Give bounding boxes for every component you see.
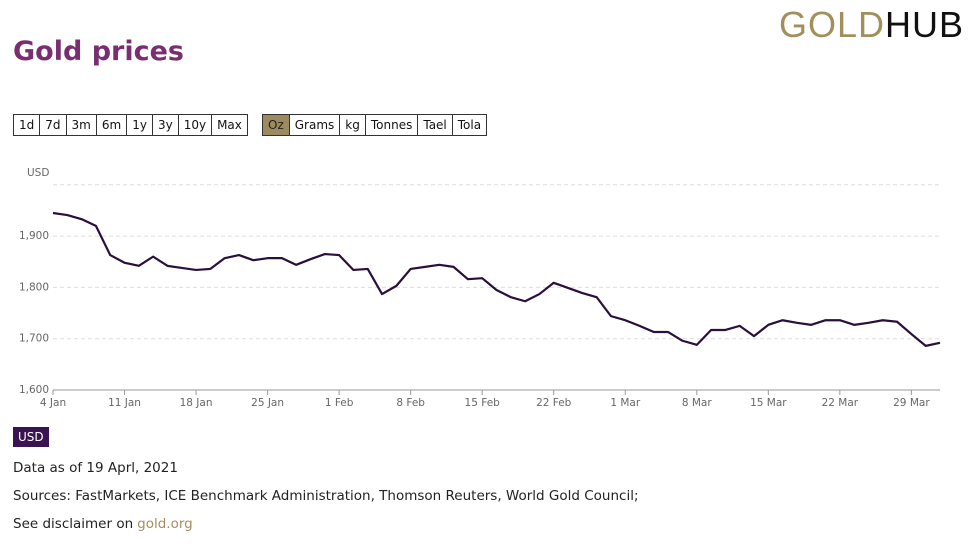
data-date: Data as of 19 Aprl, 2021: [13, 460, 178, 476]
x-tick-label: 1 Feb: [325, 397, 354, 409]
x-tick-label: 22 Feb: [536, 397, 572, 409]
option-button[interactable]: 1y: [126, 114, 153, 136]
x-tick-label: 18 Jan: [180, 397, 213, 409]
option-button[interactable]: Grams: [288, 114, 341, 136]
time-range-buttons: 1d 7d 3m 6m 1y 3y 10y Max: [13, 114, 248, 136]
x-tick-label: 1 Mar: [610, 397, 641, 409]
x-tick-label: 4 Jan: [40, 397, 66, 409]
option-button[interactable]: 3m: [65, 114, 97, 136]
disclaimer: See disclaimer on: [13, 516, 134, 532]
currency-button[interactable]: USD: [13, 427, 49, 447]
logo-gold: GOLD: [778, 4, 885, 45]
option-button[interactable]: kg: [339, 114, 366, 136]
option-button[interactable]: Tonnes: [364, 114, 419, 136]
y-tick-label: 1,600: [19, 384, 49, 396]
y-tick-label: 1,800: [19, 281, 49, 293]
sources: Sources: FastMarkets, ICE Benchmark Admi…: [13, 488, 639, 504]
x-tick-label: 11 Jan: [108, 397, 141, 409]
x-tick-label: 22 Mar: [822, 397, 859, 409]
option-button[interactable]: 1d: [13, 114, 41, 136]
option-button[interactable]: 10y: [177, 114, 213, 136]
y-tick-label: 1,900: [19, 230, 49, 242]
option-button[interactable]: Tael: [417, 114, 453, 136]
x-tick-label: 15 Feb: [465, 397, 501, 409]
disclaimer-line: See disclaimer on gold.org: [13, 516, 193, 532]
option-button[interactable]: 3y: [151, 114, 179, 136]
chart: USD 1,600 1,700 1,800 1,900 4 Jan 11 Jan 18 Jan…: [19, 167, 941, 409]
option-button[interactable]: Max: [211, 114, 248, 136]
y-axis-label: USD: [27, 167, 49, 179]
option-button[interactable]: Tola: [451, 114, 488, 136]
x-tick-label: 25 Jan: [251, 397, 284, 409]
logo-hub: HUB: [884, 4, 964, 45]
option-button[interactable]: 6m: [95, 114, 128, 136]
x-tick-label: 15 Mar: [750, 397, 787, 409]
link[interactable]: gold.org: [137, 516, 193, 532]
logo[interactable]: GOLDHUB: [779, 4, 964, 46]
y-tick-label: 1,700: [19, 333, 49, 345]
x-tick-label: 8 Feb: [396, 397, 425, 409]
unit-buttons: Oz Grams kg Tonnes Tael Tola: [262, 114, 488, 136]
price-line: [52, 211, 941, 347]
page-title: Gold prices: [13, 36, 184, 67]
option-button[interactable]: Oz: [262, 114, 290, 136]
x-tick-label: 29 Mar: [893, 397, 930, 409]
option-button[interactable]: 7d: [39, 114, 67, 136]
x-tick-label: 8 Mar: [682, 397, 713, 409]
